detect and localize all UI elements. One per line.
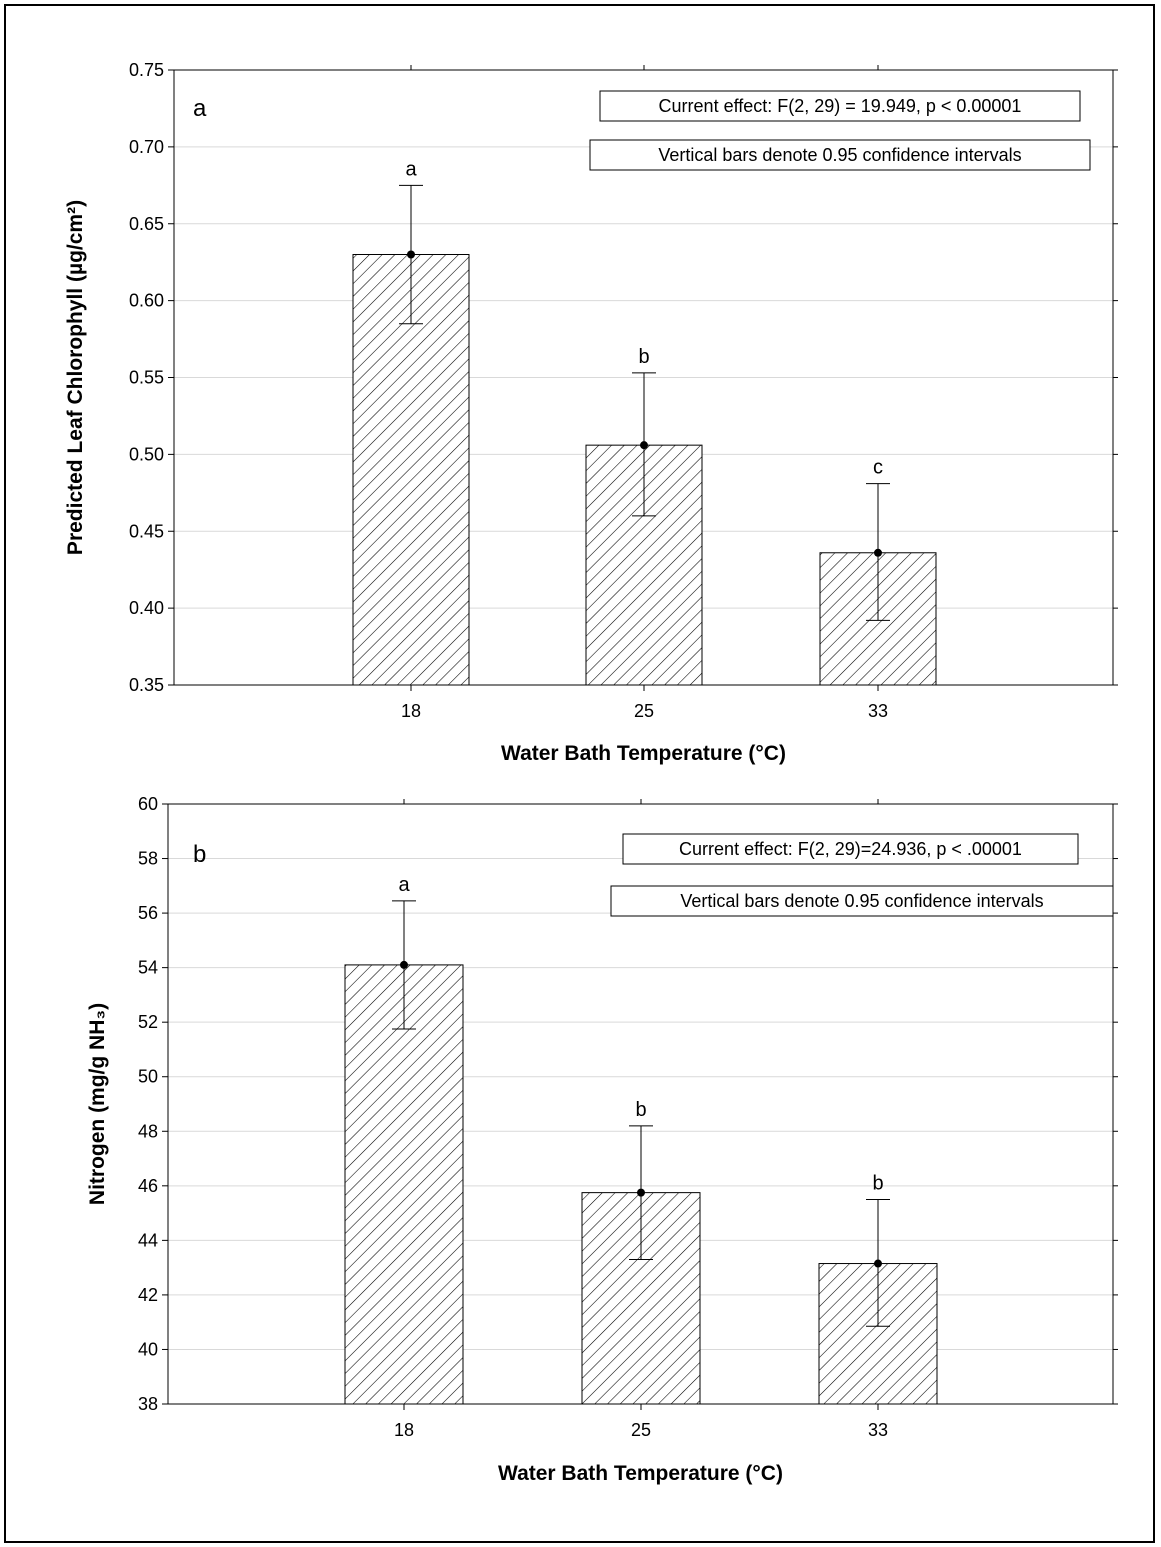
y-tick-label: 44 [138, 1230, 158, 1250]
y-tick-group: 38 40 42 44 46 48 50 52 54 56 58 60 [138, 794, 1118, 1414]
plot-area-border [167, 803, 1114, 1405]
y-axis-label: Nitrogen (mg/g NH₃) [86, 1003, 109, 1205]
y-tick-label: 48 [138, 1121, 158, 1141]
annotation-box-effect: Current effect: F(2, 29) = 19.949, p < 0… [599, 90, 1081, 122]
panel-label: a [193, 95, 207, 122]
panel-label: b [193, 841, 206, 868]
mean-point-18 [407, 250, 415, 259]
x-tick-group: 18 25 33 [394, 799, 888, 1440]
annotation-box-ci: Vertical bars denote 0.95 confidence int… [610, 885, 1114, 917]
y-tick-label: 0.40 [129, 598, 164, 618]
group-letter: a [405, 158, 417, 180]
group-letter-group: a b b [398, 874, 883, 1195]
y-tick-label: 0.70 [129, 137, 164, 157]
figure-frame [4, 4, 1155, 1543]
group-letter: c [873, 457, 883, 479]
annotation-box-effect: Current effect: F(2, 29)=24.936, p < .00… [622, 833, 1079, 865]
chart-panel-a: a b c 0.35 0.40 0.45 0.50 0.55 0.60 0.65 0.70 0.75… [64, 60, 1118, 765]
annotation-text-effect: Current effect: F(2, 29)=24.936, p < .00… [679, 839, 1022, 859]
y-tick-label: 0.75 [129, 60, 164, 80]
grid-lines [174, 146, 1113, 609]
y-tick-label: 60 [138, 794, 158, 814]
mean-point-group [407, 250, 882, 557]
bar-group [344, 964, 938, 1405]
y-tick-label: 42 [138, 1285, 158, 1305]
y-tick-label: 0.35 [129, 675, 164, 695]
y-tick-group: 0.35 0.40 0.45 0.50 0.55 0.60 0.65 0.70 0.75 [129, 60, 1118, 695]
x-tick-label: 25 [634, 701, 654, 721]
y-tick-label: 40 [138, 1339, 158, 1359]
x-tick-label: 25 [631, 1420, 651, 1440]
group-letter: a [398, 874, 410, 896]
annotation-text-ci: Vertical bars denote 0.95 confidence int… [680, 891, 1043, 911]
mean-point-33 [874, 1259, 882, 1268]
x-tick-group: 18 25 33 [401, 65, 888, 721]
mean-point-18 [400, 960, 408, 969]
y-tick-label: 54 [138, 958, 158, 978]
y-tick-label: 0.60 [129, 291, 164, 311]
group-letter: b [872, 1172, 883, 1194]
y-tick-label: 0.65 [129, 214, 164, 234]
annotation-text-effect: Current effect: F(2, 29) = 19.949, p < 0… [659, 96, 1022, 116]
chart-panel-b: a b b 38 40 42 44 46 48 50 52 54 56 58 60 18 25 33 b Cu… [86, 794, 1118, 1485]
y-tick-label: 0.45 [129, 521, 164, 541]
x-tick-label: 18 [401, 701, 421, 721]
group-letter-group: a b c [405, 158, 883, 478]
y-tick-label: 46 [138, 1176, 158, 1196]
mean-point-group [400, 960, 882, 1268]
group-letter: b [635, 1099, 646, 1121]
x-axis-label: Water Bath Temperature (°C) [498, 1462, 783, 1485]
y-tick-label: 0.55 [129, 368, 164, 388]
bar-18 [344, 964, 464, 1405]
group-letter: b [638, 346, 649, 368]
x-tick-label: 33 [868, 701, 888, 721]
x-axis-label: Water Bath Temperature (°C) [501, 742, 786, 765]
annotation-text-ci: Vertical bars denote 0.95 confidence int… [658, 145, 1021, 165]
y-tick-label: 38 [138, 1394, 158, 1414]
annotation-box-ci: Vertical bars denote 0.95 confidence int… [589, 139, 1091, 171]
plot-area-border [173, 69, 1114, 686]
y-tick-label: 0.50 [129, 444, 164, 464]
mean-point-25 [637, 1188, 645, 1197]
mean-point-33 [874, 548, 882, 557]
y-tick-label: 58 [138, 849, 158, 869]
y-tick-label: 50 [138, 1067, 158, 1087]
x-tick-label: 33 [868, 1420, 888, 1440]
y-tick-label: 52 [138, 1012, 158, 1032]
y-axis-label: Predicted Leaf Chlorophyll (µg/cm²) [64, 200, 87, 555]
y-tick-label: 56 [138, 903, 158, 923]
mean-point-25 [640, 441, 648, 450]
x-tick-label: 18 [394, 1420, 414, 1440]
